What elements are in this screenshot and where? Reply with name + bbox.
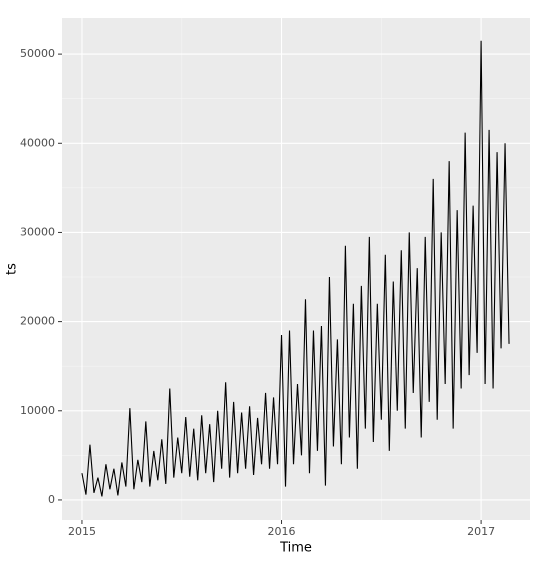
y-tick-label: 50000 [20,47,55,60]
panel [62,18,530,520]
y-tick-label: 20000 [20,315,55,328]
y-axis-title: ts [5,263,20,275]
y-tick-label: 0 [48,493,55,506]
y-tick-label: 10000 [20,404,55,417]
series-line [81,40,510,497]
x-tick-label: 2017 [467,525,495,538]
x-axis-title: Time [279,541,312,556]
x-tick-label: 2016 [268,525,296,538]
y-tick-label: 40000 [20,136,55,149]
x-tick-label: 2015 [68,525,96,538]
y-tick-label: 30000 [20,225,55,238]
